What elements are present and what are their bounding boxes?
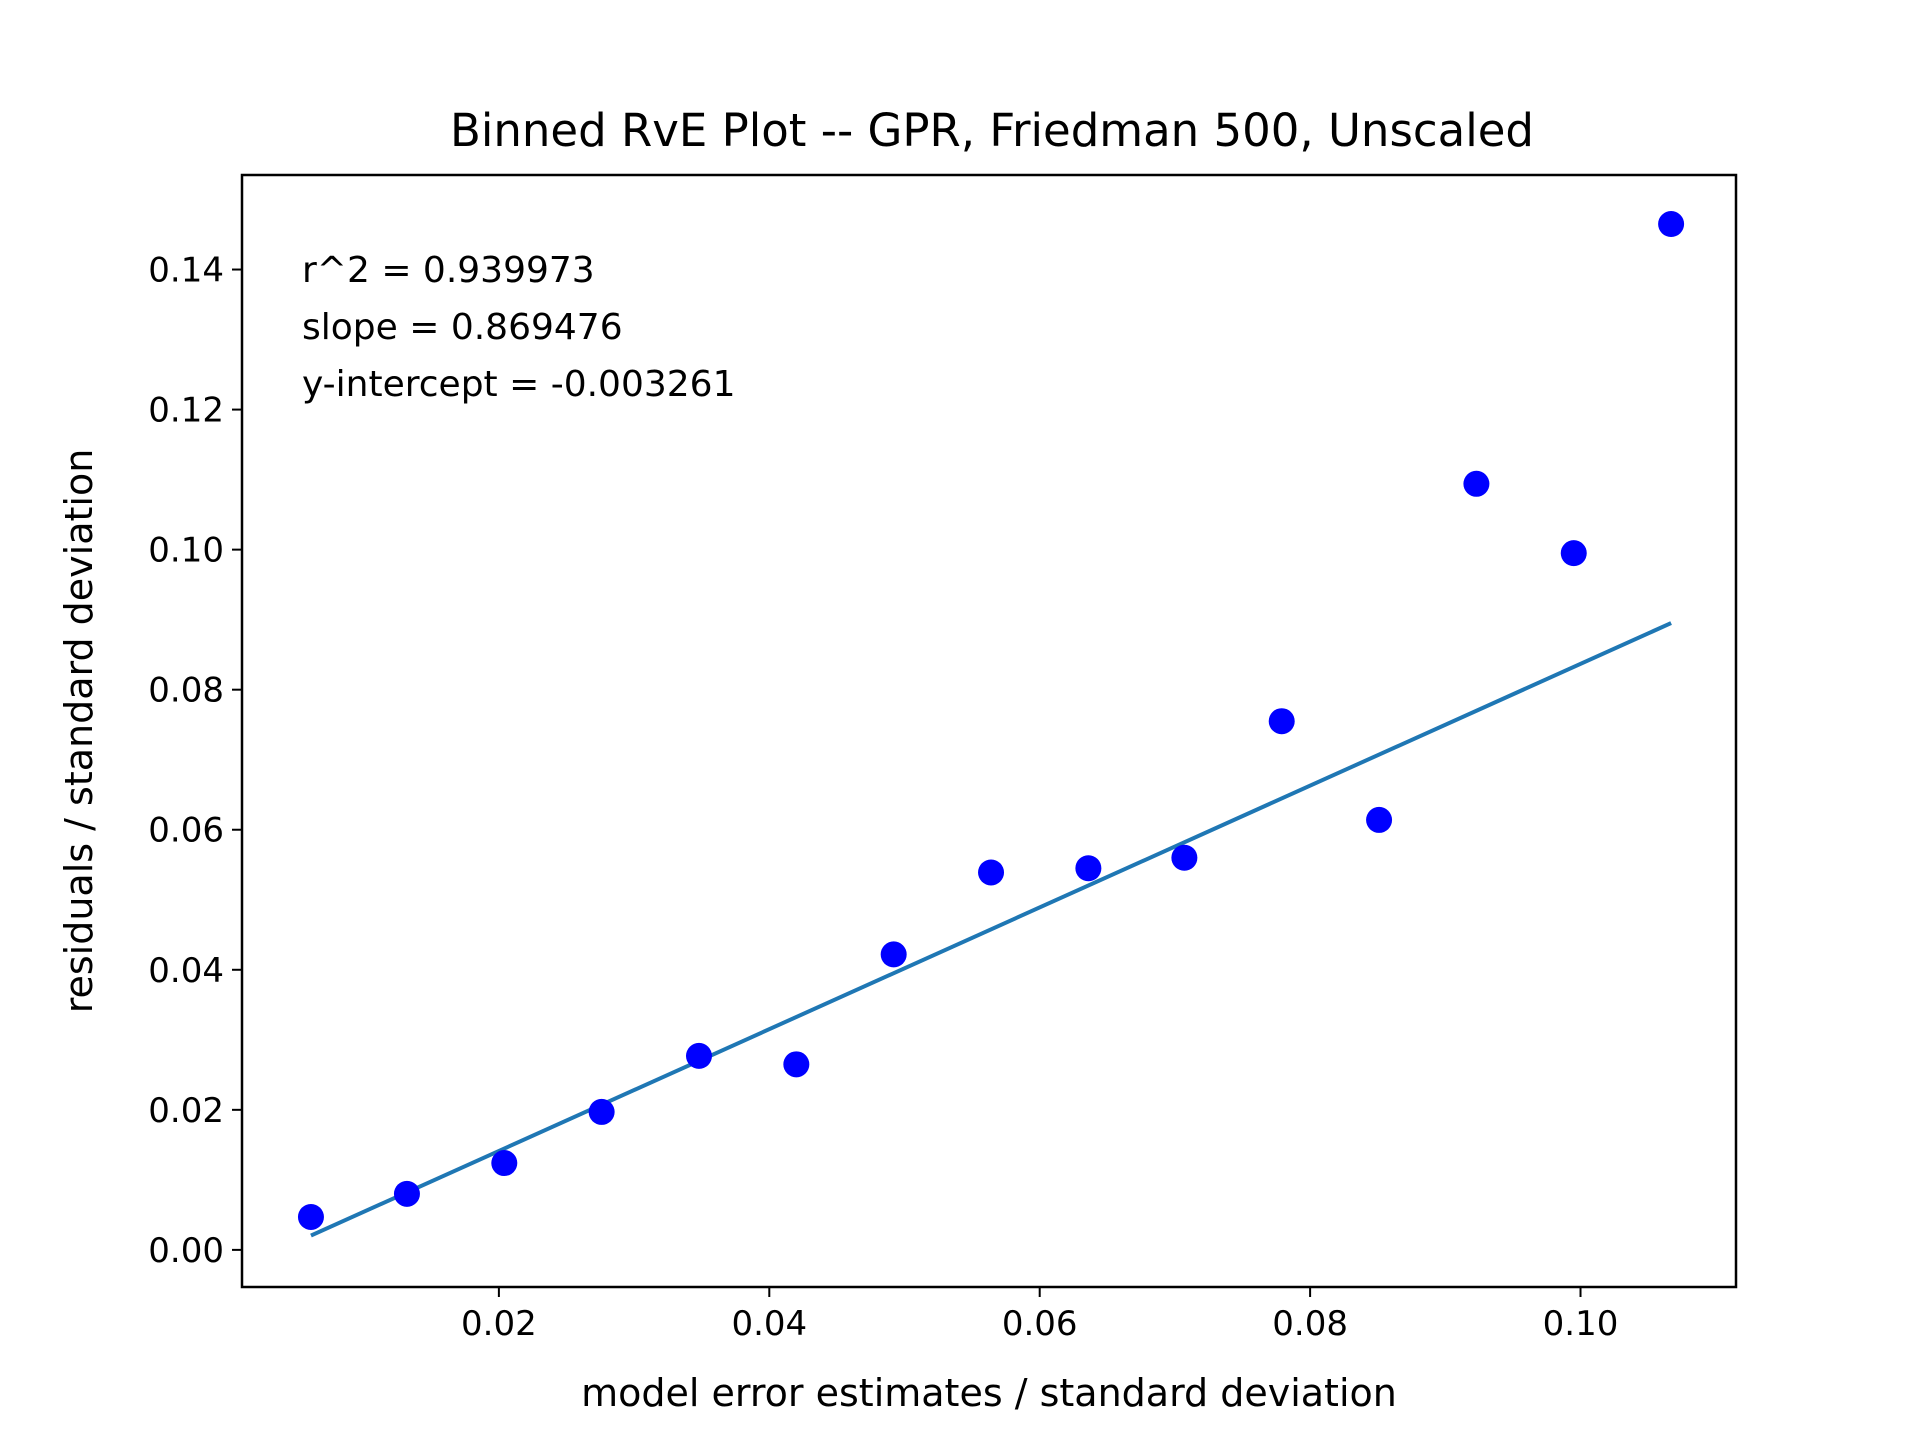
data-point bbox=[783, 1051, 810, 1078]
data-point bbox=[1268, 708, 1295, 735]
y-tick-label: 0.06 bbox=[148, 811, 224, 851]
data-point bbox=[1560, 540, 1587, 567]
data-point bbox=[1171, 844, 1198, 871]
x-tick-label: 0.04 bbox=[731, 1304, 807, 1344]
fit-line-layer bbox=[310, 621, 1672, 1238]
fit-stat-annotation: slope = 0.869476 bbox=[302, 307, 623, 348]
data-point bbox=[1658, 211, 1685, 238]
data-point bbox=[978, 859, 1005, 886]
y-tick-label: 0.00 bbox=[148, 1231, 224, 1271]
data-point bbox=[491, 1150, 518, 1177]
fit-stat-annotation: r^2 = 0.939973 bbox=[302, 250, 595, 291]
ticks-layer: 0.02 0.04 0.06 0.08 0.10 0.00 0.02 0.04 0.06 0.08… bbox=[148, 251, 1618, 1344]
y-tick-label: 0.08 bbox=[148, 671, 224, 711]
points-layer bbox=[297, 211, 1685, 1230]
data-point bbox=[297, 1203, 324, 1230]
fit-stat-annotation: y-intercept = -0.003261 bbox=[302, 364, 735, 405]
regression-line bbox=[310, 621, 1672, 1238]
data-point bbox=[880, 941, 907, 968]
x-axis-label: model error estimates / standard deviati… bbox=[581, 1371, 1397, 1415]
x-tick-label: 0.02 bbox=[461, 1304, 537, 1344]
y-tick-label: 0.10 bbox=[148, 531, 224, 571]
x-tick-label: 0.08 bbox=[1272, 1304, 1348, 1344]
y-tick-label: 0.02 bbox=[148, 1091, 224, 1131]
y-axis-label: residuals / standard deviation bbox=[57, 449, 101, 1014]
data-point bbox=[1075, 855, 1102, 882]
data-point bbox=[1366, 806, 1393, 833]
y-tick-label: 0.04 bbox=[148, 951, 224, 991]
data-point bbox=[393, 1180, 420, 1207]
chart-title: Binned RvE Plot -- GPR, Friedman 500, Un… bbox=[450, 104, 1534, 157]
y-tick-label: 0.14 bbox=[148, 251, 224, 291]
data-point bbox=[685, 1042, 712, 1069]
data-point bbox=[588, 1098, 615, 1125]
x-tick-label: 0.10 bbox=[1543, 1304, 1619, 1344]
annotations-layer: r^2 = 0.939973 slope = 0.869476 y-intercep… bbox=[302, 250, 735, 405]
x-tick-label: 0.06 bbox=[1002, 1304, 1078, 1344]
y-tick-label: 0.12 bbox=[148, 391, 224, 431]
data-point bbox=[1463, 470, 1490, 497]
plot-frame bbox=[240, 173, 1738, 1289]
